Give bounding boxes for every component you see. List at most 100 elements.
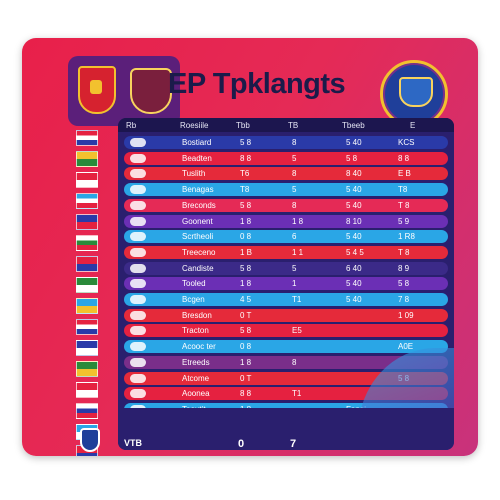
team-name: Scrtheoli [182,232,214,242]
stat-cell: 0 8 [240,342,252,352]
stat-cell: E5 [292,326,302,336]
team-name: Bresdon [182,310,212,320]
team-badge-icon [130,389,146,399]
stat-cell: 5 40 [346,232,362,242]
stat-cell: 0 T [240,373,252,383]
table-row: Bcgen 4 5 T1 5 40 7 8 [124,293,448,306]
table-row: Candiste 5 8 5 6 40 8 9 [124,261,448,275]
table-row: Breconds 5 8 8 5 40 T 8 [124,198,448,212]
team-badge-icon [130,185,146,195]
stat-cell: 0 8 [240,232,252,242]
team-name: Bostiard [182,138,212,147]
flag-icon [76,403,98,419]
team-name: Atcome [182,373,210,383]
table-row: Goonent 1 8 1 8 8 10 5 9 [124,214,448,228]
footer-value: 7 [290,438,297,450]
table-row: Tracton 5 8 E5 [124,324,448,338]
stat-cell: KCS [398,138,415,147]
crest-icon [80,428,100,452]
team-badge-icon [130,373,146,383]
stat-cell: 8 10 [346,216,362,226]
team-badge-icon [130,200,146,210]
stat-cell: 1 [292,279,297,289]
team-badge-icon [130,153,146,163]
table-row: Treeceno 1 B 1 1 5 4 5 T 8 [124,245,448,259]
page-title: EP Tpklangts [168,68,346,100]
stat-cell: 1 R8 [398,232,415,242]
header: EP Tpklangts [22,38,478,138]
stat-cell: 7 8 [398,295,410,304]
stat-cell: E B [398,169,411,179]
team-badge-icon [130,279,146,289]
column-header: Tbeeb [342,121,365,130]
stat-cell: 8 8 [240,153,252,163]
flag-icon [76,298,98,314]
team-badge-icon [130,263,146,273]
team-badge-icon [130,247,146,257]
table-row: Tuslith T6 8 8 40 E B [124,167,448,181]
stat-cell: A0E [398,342,414,352]
stat-cell: 5 4 5 [346,247,364,257]
stat-cell: 5 9 [398,216,410,226]
table-row: Benagas T8 5 5 40 T8 [124,183,448,197]
team-name: Tracton [182,326,209,336]
flag-icon [76,256,98,272]
stat-cell: 5 40 [346,295,362,304]
team-badge-icon [130,169,146,179]
stat-cell: 4 5 [240,295,252,304]
team-name: Aoonea [182,389,210,399]
table-row: Acooc ter 0 8 A0E [124,340,448,354]
club-crests-left [68,56,180,126]
stat-cell: 8 40 [346,169,362,179]
stat-cell: T1 [292,295,302,304]
table-row: Etreeds 1 8 8 [124,355,448,369]
stat-cell: 5 8 [398,279,410,289]
stat-cell: 0 T [240,310,252,320]
team-badge-icon [130,326,146,336]
footer-value: 0 [238,438,245,450]
team-name: Breconds [182,200,216,210]
column-header: Rb [126,121,137,130]
stat-cell: 8 8 [398,153,410,163]
column-header: Roesiile [180,121,209,130]
stat-cell: 8 [292,138,297,147]
stat-cell: 1 8 [240,357,252,367]
stat-cell: 5 8 [240,326,252,336]
stat-cell: 1 1 [292,247,304,257]
stat-cell: 5 8 [240,200,252,210]
table-row: Bostiard 5 8 8 5 40 KCS [124,136,448,149]
team-name: Etreeds [182,357,210,367]
stat-cell: 1 8 [240,216,252,226]
team-name: Benagas [182,185,214,195]
stat-cell: 8 [292,200,297,210]
stat-cell: 1 B [240,247,253,257]
footer-label: VTB [124,438,142,448]
flag-icon [76,319,98,335]
stat-cell: 6 [292,232,297,242]
team-name: Acooc ter [182,342,216,352]
flag-icon [76,214,98,230]
stat-cell: 5 40 [346,138,362,147]
team-badge-icon [130,232,146,242]
flag-icon [76,361,98,377]
club-crest-icon [130,68,172,114]
team-name: Bcgen [182,295,205,304]
team-badge-icon [130,357,146,367]
table-footer: VTB 0 7 [118,408,454,450]
team-badge-icon [130,216,146,226]
team-name: Beadten [182,153,212,163]
stat-cell: 5 [292,263,297,273]
column-header: E [410,121,416,130]
table-row: Beadten 8 8 5 5 8 8 8 [124,151,448,165]
flag-column [76,130,98,456]
flag-icon [76,382,98,398]
flag-icon [76,130,98,146]
stat-cell: 8 [292,357,297,367]
stat-cell: T 8 [398,200,410,210]
table-row: Bresdon 0 T 1 09 [124,308,448,322]
stat-cell: 5 8 [240,138,252,147]
stat-cell: 5 [292,185,297,195]
flag-icon [76,277,98,293]
stat-cell: 5 40 [346,185,362,195]
